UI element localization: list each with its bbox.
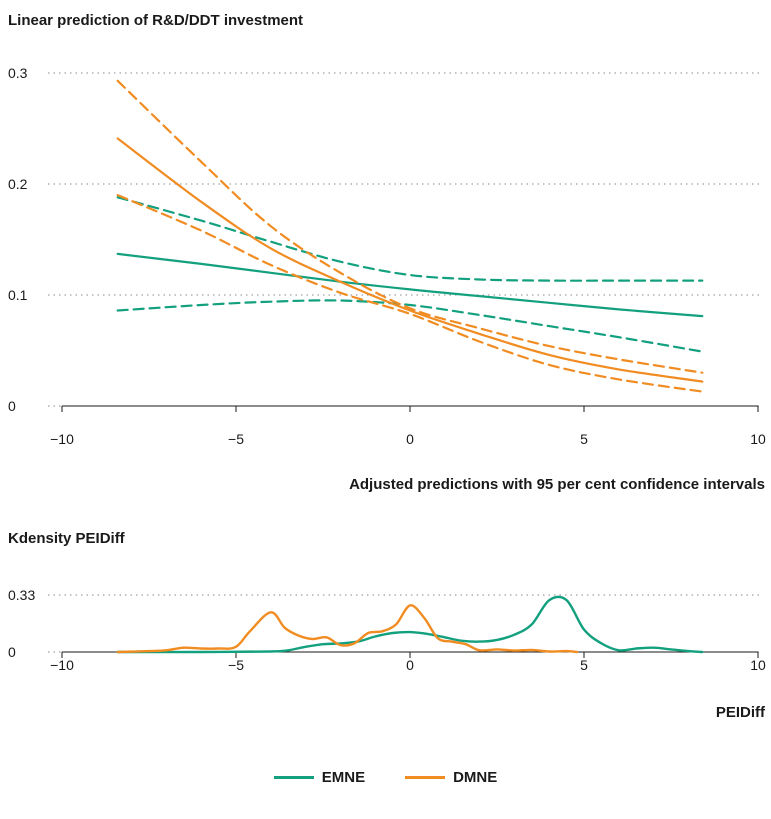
kd-x-tick-label: 10 — [750, 657, 766, 673]
legend-swatch-dmne — [405, 776, 446, 779]
kd-y-tick-label: 0.33 — [8, 587, 35, 603]
x-axis-label-predictions: Adjusted predictions with 95 per cent co… — [349, 476, 765, 493]
kd-x-tick-label: −5 — [228, 657, 244, 673]
chart-title-kdensity: Kdensity PEIDiff — [8, 530, 125, 547]
legend-item-dmne: DMNE — [405, 769, 497, 786]
pred-series-emne-upper-ci-line — [116, 196, 704, 282]
pred-series-dmne-prediction-line — [116, 137, 704, 383]
kd-series-dmne-line — [116, 604, 579, 654]
pred-y-tick-label: 0.3 — [8, 65, 28, 81]
chart-title-predictions: Linear prediction of R&D/DDT investment — [8, 12, 304, 29]
pred-series-dmne-upper-ci-line — [116, 79, 704, 374]
kd-series-emne-line — [116, 595, 704, 654]
legend-label-dmne: DMNE — [453, 769, 498, 786]
pred-series-emne-lower-ci-line — [116, 299, 704, 353]
legend-swatch-emne — [273, 776, 314, 779]
pred-x-tick-label: 5 — [580, 431, 588, 447]
pred-y-tick-label: 0.2 — [8, 176, 28, 192]
pred-x-tick-label: −5 — [228, 431, 244, 447]
kd-x-tick-label: −10 — [50, 657, 74, 673]
kd-y-tick-label: 0 — [8, 644, 16, 660]
pred-x-tick-label: 10 — [750, 431, 766, 447]
legend-item-emne: EMNE — [273, 769, 366, 786]
pred-x-tick-label: −10 — [50, 431, 74, 447]
kd-x-tick-label: 0 — [406, 657, 414, 673]
pred-x-tick-label: 0 — [406, 431, 414, 447]
kd-x-tick-label: 5 — [580, 657, 588, 673]
pred-series-dmne-lower-ci-line — [116, 194, 704, 393]
legend-label-emne: EMNE — [321, 769, 366, 786]
legend: EMNE DMNE — [0, 769, 771, 786]
pred-series-emne-prediction-line — [116, 252, 704, 318]
pred-y-tick-label: 0 — [8, 398, 16, 414]
pred-y-tick-label: 0.1 — [8, 287, 28, 303]
x-axis-label-kdensity: PEIDiff — [715, 704, 765, 721]
